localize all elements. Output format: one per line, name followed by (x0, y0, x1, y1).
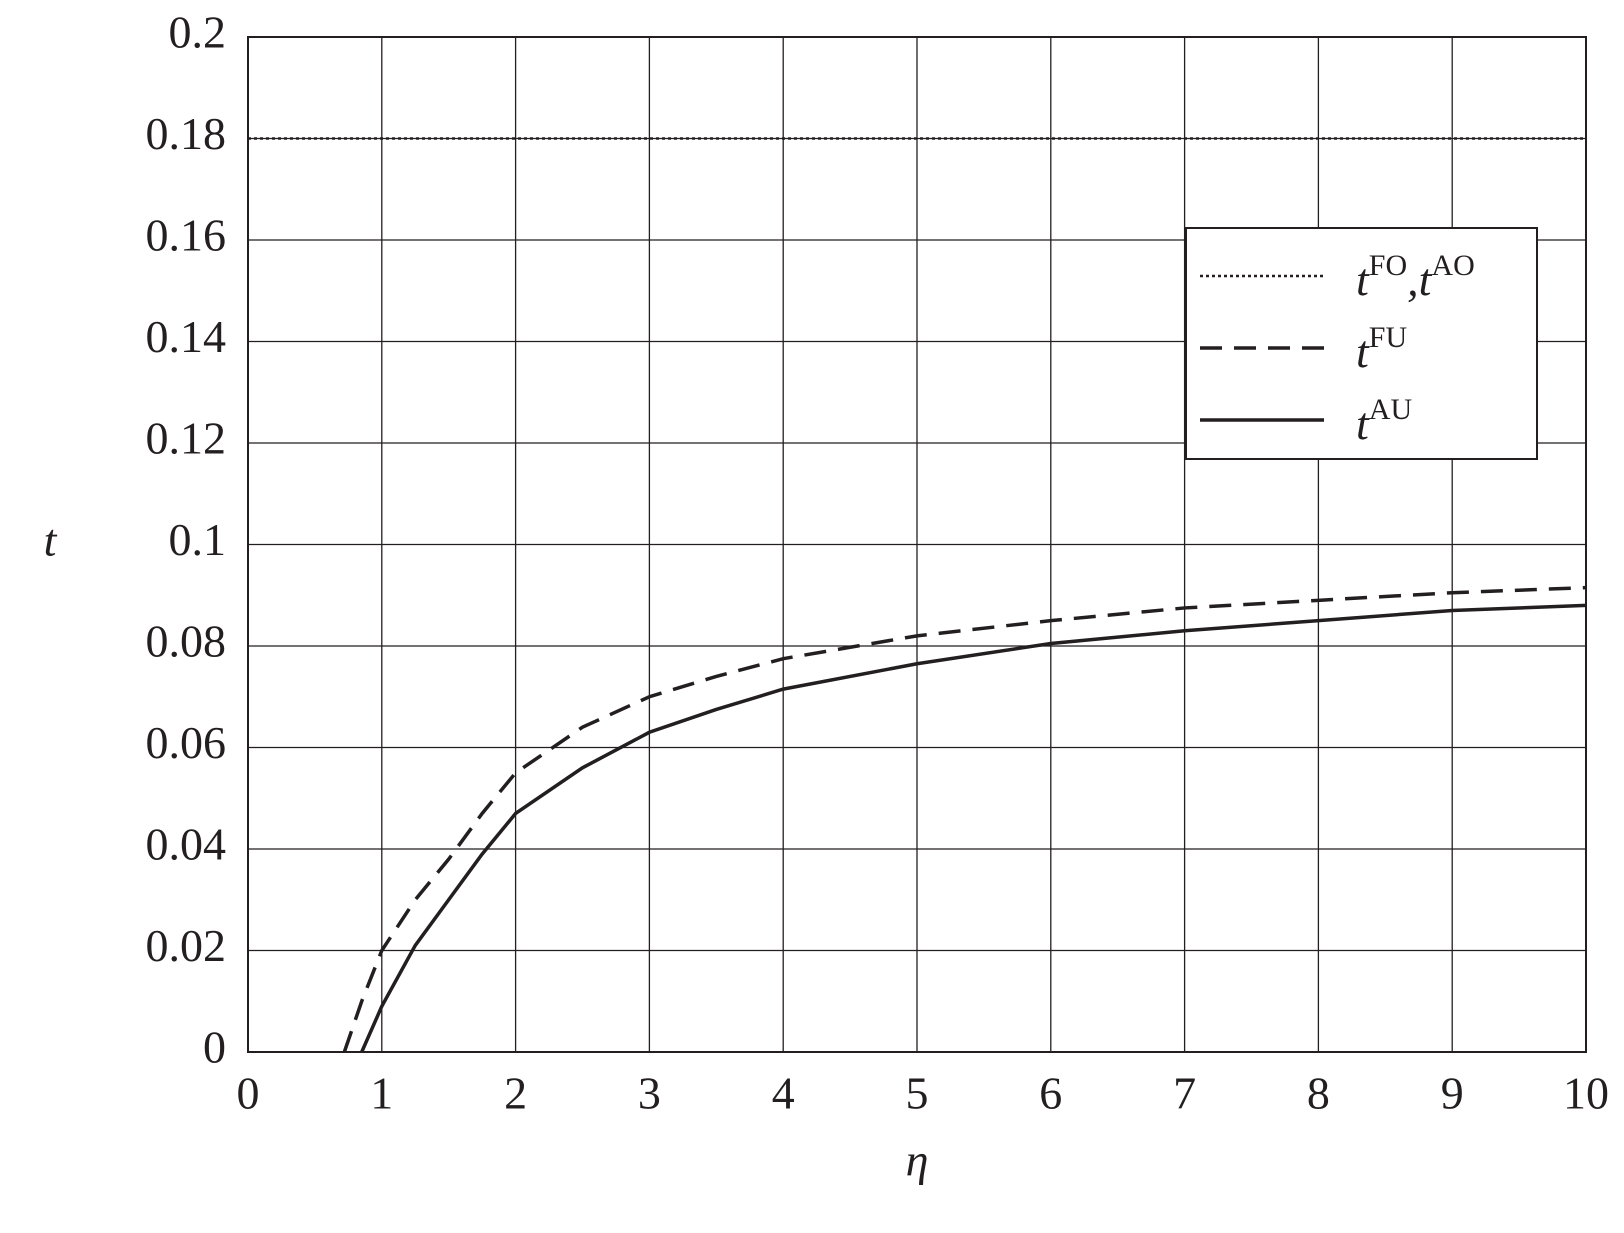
y-tick-label: 0.04 (146, 819, 227, 870)
y-tick-label: 0.2 (169, 7, 227, 58)
y-tick-label: 0.14 (146, 311, 227, 362)
legend-label: tAU (1356, 393, 1412, 449)
y-tick-label: 0.18 (146, 108, 227, 159)
y-tick-label: 0.02 (146, 920, 227, 971)
y-tick-label: 0.1 (169, 514, 227, 565)
x-tick-label: 4 (772, 1068, 795, 1119)
legend-label: tFO,tAO (1356, 249, 1475, 305)
line-series (342, 585, 1587, 1053)
y-tick-label: 0.16 (146, 210, 227, 261)
x-tick-label: 7 (1173, 1068, 1196, 1119)
x-tick-label: 5 (906, 1068, 929, 1119)
y-axis-label: t (44, 515, 58, 566)
x-axis-label: η (906, 1135, 929, 1186)
x-tick-label: 0 (237, 1068, 260, 1119)
y-tick-label: 0 (203, 1022, 226, 1073)
line-series (360, 603, 1587, 1053)
y-tick-label: 0.06 (146, 717, 227, 768)
y-tick-label: 0.12 (146, 413, 227, 464)
x-tick-label: 6 (1039, 1068, 1062, 1119)
legend-label: tFU (1356, 321, 1407, 377)
x-tick-label: 9 (1441, 1068, 1464, 1119)
x-tick-label: 1 (370, 1068, 393, 1119)
x-tick-label: 10 (1563, 1068, 1609, 1119)
x-tick-label: 2 (504, 1068, 527, 1119)
plot-frame (247, 36, 1587, 1053)
x-tick-label: 3 (638, 1068, 661, 1119)
x-tick-label: 8 (1307, 1068, 1330, 1119)
y-tick-label: 0.08 (146, 616, 227, 667)
